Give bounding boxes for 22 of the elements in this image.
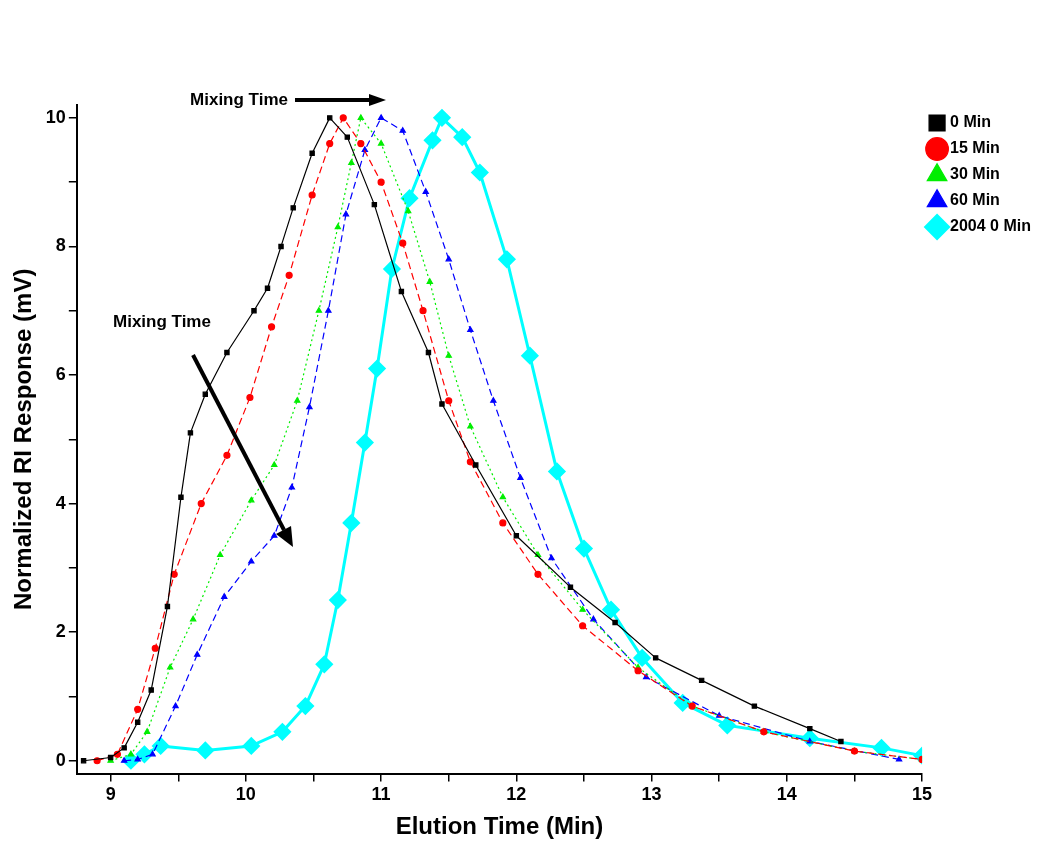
x-tick-label: 13 — [641, 784, 662, 805]
x-tick-label: 11 — [371, 784, 391, 805]
x-tick-label: 10 — [235, 784, 256, 805]
y-tick-label: 6 — [55, 363, 66, 384]
annotation: Mixing Time — [113, 311, 211, 331]
y-axis-title: Normalized RI Response (mV) — [9, 268, 37, 610]
y-tick-label: 8 — [55, 235, 66, 256]
legend-label: 0 Min — [950, 113, 991, 131]
legend-label: 30 Min — [950, 165, 1000, 183]
annotation: Mixing Time — [190, 89, 288, 109]
y-tick-label: 4 — [55, 492, 66, 513]
legend-label: 15 Min — [950, 139, 1000, 157]
x-tick-label: 9 — [105, 784, 116, 805]
y-tick-label: 2 — [55, 621, 66, 642]
legend-label: 60 Min — [950, 191, 1000, 209]
x-axis-title: Elution Time (Min) — [395, 812, 604, 840]
x-tick-label: 12 — [506, 784, 527, 805]
y-tick-label: 0 — [55, 749, 66, 770]
x-tick-label: 15 — [912, 784, 933, 805]
legend-label: 2004 0 Min — [950, 217, 1032, 235]
x-tick-label: 14 — [776, 784, 797, 805]
y-tick-label: 10 — [45, 106, 66, 127]
